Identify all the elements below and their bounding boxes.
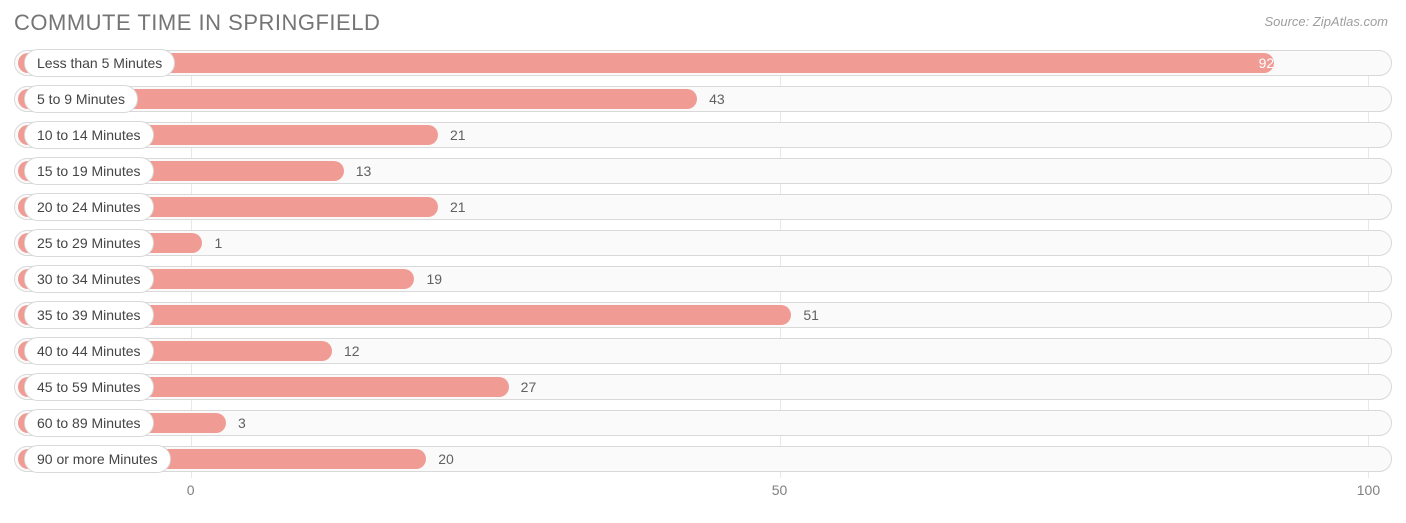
bar-value-label: 3 — [238, 410, 246, 436]
bar-label-chip: 5 to 9 Minutes — [24, 85, 138, 113]
bar-label-chip: 25 to 29 Minutes — [24, 229, 154, 257]
bar-label-chip: 20 to 24 Minutes — [24, 193, 154, 221]
bar-value-label: 51 — [803, 302, 819, 328]
x-axis-tick-label: 50 — [772, 482, 788, 498]
bar-label-chip: 10 to 14 Minutes — [24, 121, 154, 149]
bar-value-label: 19 — [426, 266, 442, 292]
bar-value-label: 20 — [438, 446, 454, 472]
bar-label-chip: 60 to 89 Minutes — [24, 409, 154, 437]
bar-label-chip: 40 to 44 Minutes — [24, 337, 154, 365]
chart-source: Source: ZipAtlas.com — [1264, 14, 1388, 29]
bar-label-chip: 35 to 39 Minutes — [24, 301, 154, 329]
chart-title: COMMUTE TIME IN SPRINGFIELD — [14, 10, 380, 36]
bar-label-chip: 90 or more Minutes — [24, 445, 171, 473]
commute-time-chart: COMMUTE TIME IN SPRINGFIELD Source: ZipA… — [0, 0, 1406, 523]
bar-value-label: 12 — [344, 338, 360, 364]
x-axis-labels: 0 50 100 — [14, 482, 1392, 502]
bar-value-label: 21 — [450, 122, 466, 148]
x-axis-tick-label: 0 — [187, 482, 195, 498]
bar-value-label: 43 — [709, 86, 725, 112]
bar-label-chip: 15 to 19 Minutes — [24, 157, 154, 185]
bar-value-label: 1 — [214, 230, 222, 256]
bar-value-label: 21 — [450, 194, 466, 220]
bar-value-label: 13 — [356, 158, 372, 184]
bar-label-chip: 45 to 59 Minutes — [24, 373, 154, 401]
bar-value-label: 92 — [18, 50, 1274, 76]
x-axis-tick-label: 100 — [1357, 482, 1380, 498]
chart-plot-area: Less than 5 Minutes925 to 9 Minutes4310 … — [14, 50, 1392, 478]
bar-label-chip: 30 to 34 Minutes — [24, 265, 154, 293]
bar-value-label: 27 — [521, 374, 537, 400]
